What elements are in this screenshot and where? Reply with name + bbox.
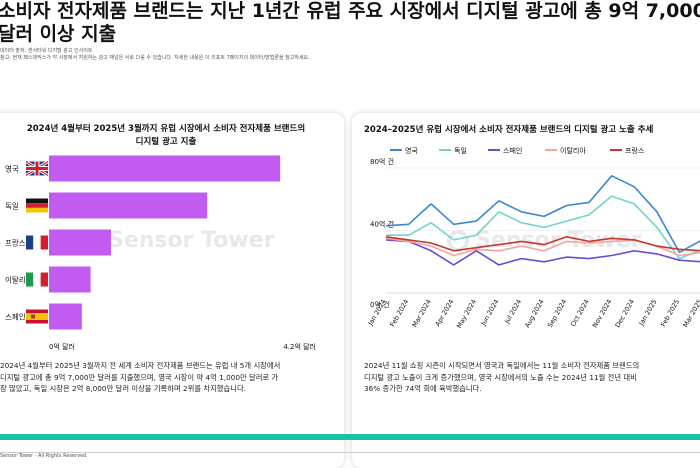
impressions-caption-line3: 36% 증가한 74억 회에 육박했습니다. <box>364 384 482 393</box>
impressions-chart-title: 2024–2025년 유럽 시장에서 소비자 전자제품 브랜드의 디지털 광고 … <box>364 125 654 135</box>
brand-bar <box>0 434 700 440</box>
page-title: 소비자 전자제품 브랜드는 지난 1년간 유럽 주요 시장에서 디지털 광고에 … <box>0 0 700 46</box>
x-tick-label-2: Mar 2024 <box>411 298 433 329</box>
spend-caption-line3: 장 많았고, 독일 시장은 2억 8,000만 달러 이상을 기록하며 2위를 … <box>0 384 246 393</box>
footer-text: Sensor Tower · All Rights Reserved <box>0 453 87 459</box>
flag-it-icon <box>26 272 48 287</box>
spend-caption-line1: 2024년 4월부터 2025년 3월까지 전 세계 소비자 전자제품 브랜드는… <box>0 361 281 370</box>
methodology-note: 참고: 현재 페스데믹스가 각 시장에서 지원하는 광고 채널은 서로 다를 수… <box>0 55 310 61</box>
x-tick-label-5: Jun 2024 <box>479 298 501 328</box>
bar-label-uk: 영국 <box>5 164 19 174</box>
x-tick-label-14: Mar 2025 <box>681 298 700 329</box>
series-line-0 <box>385 174 700 254</box>
y-tick-label-0: 0억 건 <box>370 300 390 309</box>
y-tick-label-2: 80억 건 <box>370 157 394 166</box>
series-line-4 <box>385 236 700 252</box>
page-title-line1: 소비자 전자제품 브랜드는 지난 1년간 유럽 주요 시장에서 디지털 광고에 … <box>0 0 700 22</box>
impressions-caption-line1: 2024년 11월 쇼핑 시즌이 시작되면서 영국과 독일에서는 11월 소비자… <box>364 361 640 370</box>
bar-de <box>49 192 208 219</box>
x-tick-label-6: Jul 2024 <box>503 298 524 326</box>
x-tick-label-11: Dec 2024 <box>613 298 636 329</box>
bar-uk <box>49 155 281 182</box>
legend-label-0: 영국 <box>405 146 418 155</box>
x-tick-label-13: Feb 2025 <box>659 298 681 328</box>
bar-it <box>49 266 91 293</box>
impressions-card: 2024–2025년 유럽 시장에서 소비자 전자제품 브랜드의 디지털 광고 … <box>352 113 700 468</box>
spend-card: 2024년 4월부터 2025년 3월까지 유럽 시장에서 소비자 전자제품 브… <box>0 113 344 468</box>
source-note: 데이터 출처: 센서타워 디지털 광고 인사이트 참고: 현재 페스데믹스가 각… <box>0 48 310 62</box>
x-tick-label-10: Nov 2024 <box>591 298 614 329</box>
x-tick-label-1: Feb 2024 <box>388 298 410 328</box>
bar-es <box>49 303 82 330</box>
series-line-1 <box>386 195 700 260</box>
bar-fr <box>49 229 111 256</box>
legend-label-2: 스페인 <box>503 146 522 155</box>
watermark: Sensor Tower <box>108 228 275 253</box>
page-title-line2: 달러 이상 지출 <box>0 23 117 45</box>
legend-label-3: 이탈리아 <box>560 146 586 155</box>
bar-label-de: 독일 <box>5 202 19 211</box>
spend-chart-title-line1: 2024년 4월부터 2025년 3월까지 유럽 시장에서 소비자 전자제품 브… <box>26 124 306 134</box>
x-tick-label-4: May 2024 <box>455 298 478 330</box>
flag-uk-icon <box>25 160 49 177</box>
spend-chart-title-line2: 디지털 광고 지출 <box>135 137 197 147</box>
spend-caption-line2: 디지털 광고에 총 9억 7,000만 달러를 지출했으며, 영국 시장이 약 … <box>0 372 279 382</box>
footer-divider <box>0 452 700 453</box>
legend-label-4: 프랑스 <box>625 147 645 155</box>
x-tick-label-12: Jan 2025 <box>637 298 659 328</box>
x-tick-label-max: 4.2억 달러 <box>283 342 316 351</box>
spend-caption: 2024년 4월부터 2025년 3월까지 전 세계 소비자 전자제품 브랜드는… <box>0 360 344 395</box>
x-tick-label-9: Oct 2024 <box>569 298 591 328</box>
spend-chart-title: 2024년 4월부터 2025년 3월까지 유럽 시장에서 소비자 전자제품 브… <box>0 123 344 149</box>
flag-es-icon <box>26 309 48 324</box>
legend-label-1: 독일 <box>454 146 467 155</box>
x-tick-label-8: Sep 2024 <box>546 298 568 329</box>
impressions-caption: 2024년 11월 쇼핑 시즌이 시작되면서 영국과 독일에서는 11월 소비자… <box>364 360 700 395</box>
bar-label-es: 스페인 <box>5 312 26 322</box>
x-tick-label-7: Aug 2024 <box>523 298 546 329</box>
flag-de-icon <box>26 198 48 213</box>
x-tick-label-min: 0억 달러 <box>49 342 75 351</box>
bar-label-it: 이탈리아 <box>5 275 33 285</box>
data-source: 데이터 출처: 센서타워 디지털 광고 인사이트 <box>0 48 93 54</box>
series-line-2 <box>385 239 700 266</box>
impressions-caption-line2: 디지털 광고 노출이 크게 증가했으며, 영국 시장에서의 노출 수는 2024… <box>364 372 637 382</box>
flag-fr-icon <box>26 235 48 250</box>
x-tick-label-3: Apr 2024 <box>434 298 456 328</box>
y-tick-label-1: 40억 건 <box>370 220 394 229</box>
bar-label-fr: 프랑스 <box>5 239 26 248</box>
